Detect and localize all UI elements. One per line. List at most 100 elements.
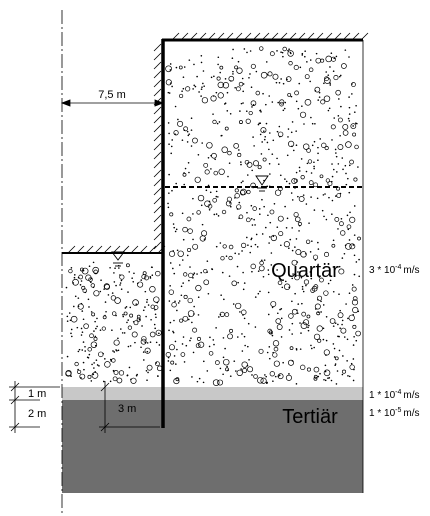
grain [268,95,271,97]
grain [252,206,257,211]
grain [122,315,125,318]
grain [215,195,218,198]
grain [193,84,196,87]
grain [276,269,278,271]
grain [318,276,321,278]
grain [81,331,84,333]
grain [191,321,193,324]
grain [323,215,325,218]
grain [291,178,298,185]
grain [253,374,258,379]
grain [146,379,148,382]
grain [243,317,246,320]
grain [278,125,281,128]
grain [258,348,264,354]
grain [320,99,326,105]
grain [224,347,226,350]
grain [215,91,218,94]
grain [231,280,238,287]
grain [173,272,176,275]
grain [241,242,247,248]
grain [241,250,243,252]
grain [154,327,156,330]
hatch [153,88,162,97]
grain [172,330,174,333]
grain [206,370,209,372]
grain [305,203,308,205]
grain [313,366,320,373]
grain [258,122,261,125]
grain [208,351,214,356]
grain [352,132,357,137]
grain [289,51,292,54]
grain [331,175,334,178]
grain [66,320,69,322]
grain [330,379,333,382]
grain [94,320,96,323]
grain [315,57,322,64]
grain [196,75,198,78]
grain [169,369,172,372]
grain [257,377,264,384]
grain [267,291,270,294]
grain [291,322,294,325]
grain [342,168,344,171]
grain [240,102,243,105]
grain [278,374,281,377]
grain [301,302,303,305]
grain [169,285,171,287]
grain [154,313,157,316]
grain [87,374,92,379]
grain [216,76,221,81]
grain [320,311,322,313]
grain [169,69,172,71]
grain [114,297,121,304]
grain [188,279,190,282]
grain [134,341,136,344]
grain [185,344,188,347]
grain [88,306,90,308]
grain [355,339,358,342]
grain [317,146,319,149]
grain [329,66,331,68]
grain [251,224,254,226]
grain [250,217,253,220]
grain [325,178,330,183]
grain [250,237,253,240]
grain [208,345,211,348]
grain [120,288,123,290]
grain [177,120,184,127]
grain [333,117,336,119]
grain [137,281,144,288]
grain [259,133,262,136]
grain [174,133,176,135]
grain [175,182,177,185]
grain [325,55,332,63]
grain [170,360,175,365]
grain [234,65,238,70]
grain [246,211,248,214]
grain [236,67,243,74]
permeability: 1 * 10-5 m/s [369,407,419,419]
grain [284,205,286,208]
hatch [130,245,139,254]
grain [342,123,349,130]
grain [146,350,149,353]
grain [270,301,277,307]
grain [128,271,131,273]
grain [88,277,93,282]
grain [338,265,341,268]
grain [227,150,232,156]
grain [282,109,285,112]
grain [211,268,214,271]
grain [167,122,170,124]
grain [218,121,221,123]
grain [350,362,353,365]
grain [288,286,291,289]
grain [346,214,349,217]
grain [141,336,147,342]
permeability: 1 * 10-4 m/s [369,389,419,401]
grain [189,266,191,268]
grain [341,157,344,159]
grain [145,370,148,372]
